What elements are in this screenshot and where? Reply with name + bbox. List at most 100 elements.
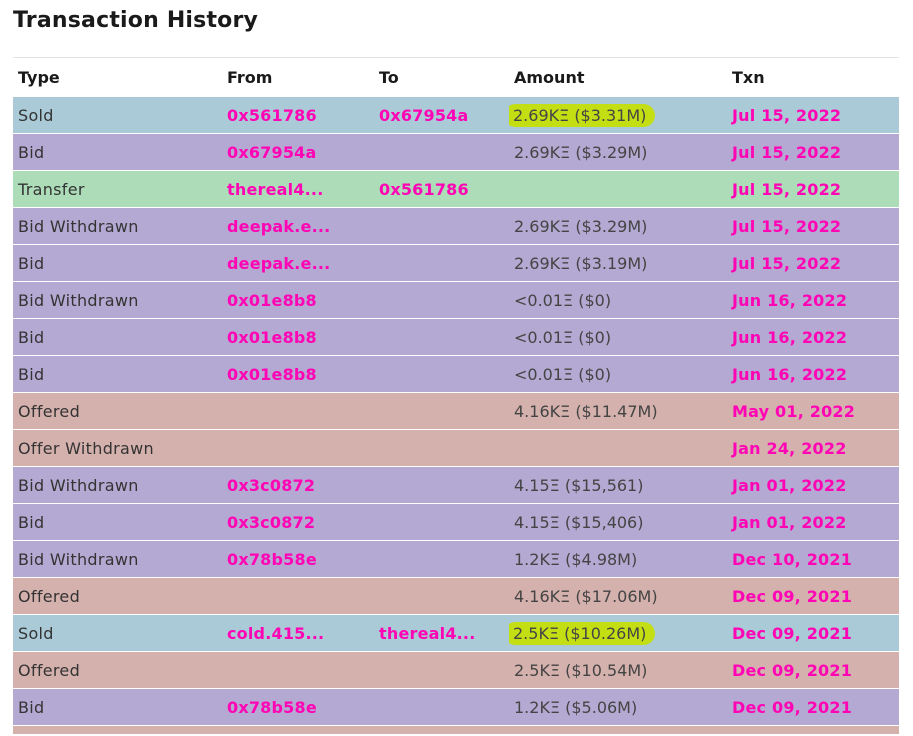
column-header-txn: Txn: [732, 68, 765, 87]
from-address-link[interactable]: deepak.e...: [222, 207, 374, 245]
type-cell: Bid: [13, 503, 222, 541]
table-row: Offered 4.16KΞ ($17.06M) Dec 09, 2021: [13, 577, 899, 615]
amount-cell: 4.16KΞ ($11.47M): [509, 392, 727, 430]
to-address-link[interactable]: 0x561786: [374, 170, 509, 208]
type-cell: Bid: [13, 355, 222, 393]
amount-cell: 1.2KΞ ($5.06M): [509, 688, 727, 726]
amount-cell: 2.69KΞ ($3.29M): [509, 207, 727, 245]
table-row: Offer Withdrawn Jan 24, 2022: [13, 429, 899, 467]
table-row: Bid 0x01e8b8 <0.01Ξ ($0) Jun 16, 2022: [13, 355, 899, 393]
type-cell: Bid: [13, 688, 222, 726]
table-row: Transfer thereal4... 0x561786 Jul 15, 2022: [13, 170, 899, 208]
amount-highlight: 2.5KΞ ($10.26M): [509, 621, 656, 645]
to-address-link: [374, 466, 509, 504]
empty-cell: [13, 725, 222, 734]
column-header-from: From: [227, 68, 273, 87]
from-address-link[interactable]: deepak.e...: [222, 244, 374, 282]
txn-date-link[interactable]: Jul 15, 2022: [727, 244, 899, 282]
txn-date-link[interactable]: Jul 15, 2022: [727, 170, 899, 208]
txn-date-link[interactable]: Jan 24, 2022: [727, 429, 899, 467]
to-address-link[interactable]: thereal4...: [374, 614, 509, 652]
column-header-amount: Amount: [514, 68, 585, 87]
table-row: Bid Withdrawn 0x3c0872 4.15Ξ ($15,561) Jan …: [13, 466, 899, 504]
type-cell: Sold: [13, 96, 222, 134]
title-divider: [13, 57, 899, 58]
type-cell: Offer Withdrawn: [13, 429, 222, 467]
empty-cell: [509, 725, 727, 734]
page-title: Transaction History: [13, 8, 259, 33]
amount-cell: 2.69KΞ ($3.29M): [509, 133, 727, 171]
amount-cell: <0.01Ξ ($0): [509, 281, 727, 319]
table-row: Bid 0x67954a 2.69KΞ ($3.29M) Jul 15, 2022: [13, 133, 899, 171]
txn-date-link[interactable]: Dec 09, 2021: [727, 577, 899, 615]
txn-date-link[interactable]: Jul 15, 2022: [727, 207, 899, 245]
from-address-link[interactable]: 0x01e8b8: [222, 281, 374, 319]
txn-date-link[interactable]: Jun 16, 2022: [727, 281, 899, 319]
transaction-table: Type From To Amount Txn Sold 0x561786 0x67…: [13, 59, 899, 734]
type-cell: Offered: [13, 577, 222, 615]
from-address-link: [222, 429, 374, 467]
table-row: Bid 0x78b58e 1.2KΞ ($5.06M) Dec 09, 2021: [13, 688, 899, 726]
table-header-row: Type From To Amount Txn: [13, 59, 899, 97]
table-row: Bid Withdrawn 0x01e8b8 <0.01Ξ ($0) Jun 16, …: [13, 281, 899, 319]
from-address-link[interactable]: 0x01e8b8: [222, 318, 374, 356]
table-row: Bid 0x01e8b8 <0.01Ξ ($0) Jun 16, 2022: [13, 318, 899, 356]
table-row: Bid 0x3c0872 4.15Ξ ($15,406) Jan 01, 2022: [13, 503, 899, 541]
txn-date-link[interactable]: Jun 16, 2022: [727, 355, 899, 393]
txn-date-link[interactable]: Dec 09, 2021: [727, 614, 899, 652]
table-row: Sold cold.415... thereal4... 2.5KΞ ($10.26M…: [13, 614, 899, 652]
to-address-link: [374, 133, 509, 171]
type-cell: Bid: [13, 244, 222, 282]
from-address-link[interactable]: 0x78b58e: [222, 540, 374, 578]
from-address-link[interactable]: 0x3c0872: [222, 503, 374, 541]
txn-date-link[interactable]: Jun 16, 2022: [727, 318, 899, 356]
amount-cell: 1.2KΞ ($4.98M): [509, 540, 727, 578]
to-address-link[interactable]: 0x67954a: [374, 96, 509, 134]
type-cell: Bid Withdrawn: [13, 540, 222, 578]
empty-cell: [374, 725, 509, 734]
txn-date-link[interactable]: Dec 09, 2021: [727, 651, 899, 689]
txn-date-link[interactable]: Jan 01, 2022: [727, 503, 899, 541]
type-cell: Sold: [13, 614, 222, 652]
amount-cell: 2.5KΞ ($10.54M): [509, 651, 727, 689]
to-address-link: [374, 207, 509, 245]
to-address-link: [374, 355, 509, 393]
from-address-link[interactable]: thereal4...: [222, 170, 374, 208]
amount-highlight: 2.69KΞ ($3.31M): [509, 103, 656, 127]
txn-date-link[interactable]: Jul 15, 2022: [727, 96, 899, 134]
to-address-link: [374, 318, 509, 356]
amount-cell: 2.69KΞ ($3.31M): [509, 96, 727, 134]
to-address-link: [374, 688, 509, 726]
column-header-type: Type: [18, 68, 60, 87]
from-address-link[interactable]: 0x67954a: [222, 133, 374, 171]
table-row: Bid Withdrawn 0x78b58e 1.2KΞ ($4.98M) Dec 1…: [13, 540, 899, 578]
from-address-link: [222, 577, 374, 615]
type-cell: Offered: [13, 392, 222, 430]
type-cell: Bid: [13, 318, 222, 356]
empty-cell: [222, 725, 374, 734]
from-address-link: [222, 651, 374, 689]
type-cell: Bid Withdrawn: [13, 207, 222, 245]
to-address-link: [374, 429, 509, 467]
to-address-link: [374, 392, 509, 430]
to-address-link: [374, 244, 509, 282]
table-row: Sold 0x561786 0x67954a 2.69KΞ ($3.31M) Jul 1…: [13, 96, 899, 134]
txn-date-link[interactable]: Dec 10, 2021: [727, 540, 899, 578]
to-address-link: [374, 651, 509, 689]
txn-date-link[interactable]: Jul 15, 2022: [727, 133, 899, 171]
table-row-partial: [13, 725, 899, 734]
table-row: Bid Withdrawn deepak.e... 2.69KΞ ($3.29M) J…: [13, 207, 899, 245]
to-address-link: [374, 540, 509, 578]
from-address-link[interactable]: 0x3c0872: [222, 466, 374, 504]
table-row: Offered 4.16KΞ ($11.47M) May 01, 2022: [13, 392, 899, 430]
txn-date-link[interactable]: Dec 09, 2021: [727, 688, 899, 726]
txn-date-link[interactable]: Jan 01, 2022: [727, 466, 899, 504]
from-address-link[interactable]: 0x561786: [222, 96, 374, 134]
from-address-link[interactable]: 0x01e8b8: [222, 355, 374, 393]
from-address-link[interactable]: 0x78b58e: [222, 688, 374, 726]
amount-cell: 4.15Ξ ($15,561): [509, 466, 727, 504]
from-address-link[interactable]: cold.415...: [222, 614, 374, 652]
amount-cell: 4.15Ξ ($15,406): [509, 503, 727, 541]
txn-date-link[interactable]: May 01, 2022: [727, 392, 899, 430]
to-address-link: [374, 281, 509, 319]
